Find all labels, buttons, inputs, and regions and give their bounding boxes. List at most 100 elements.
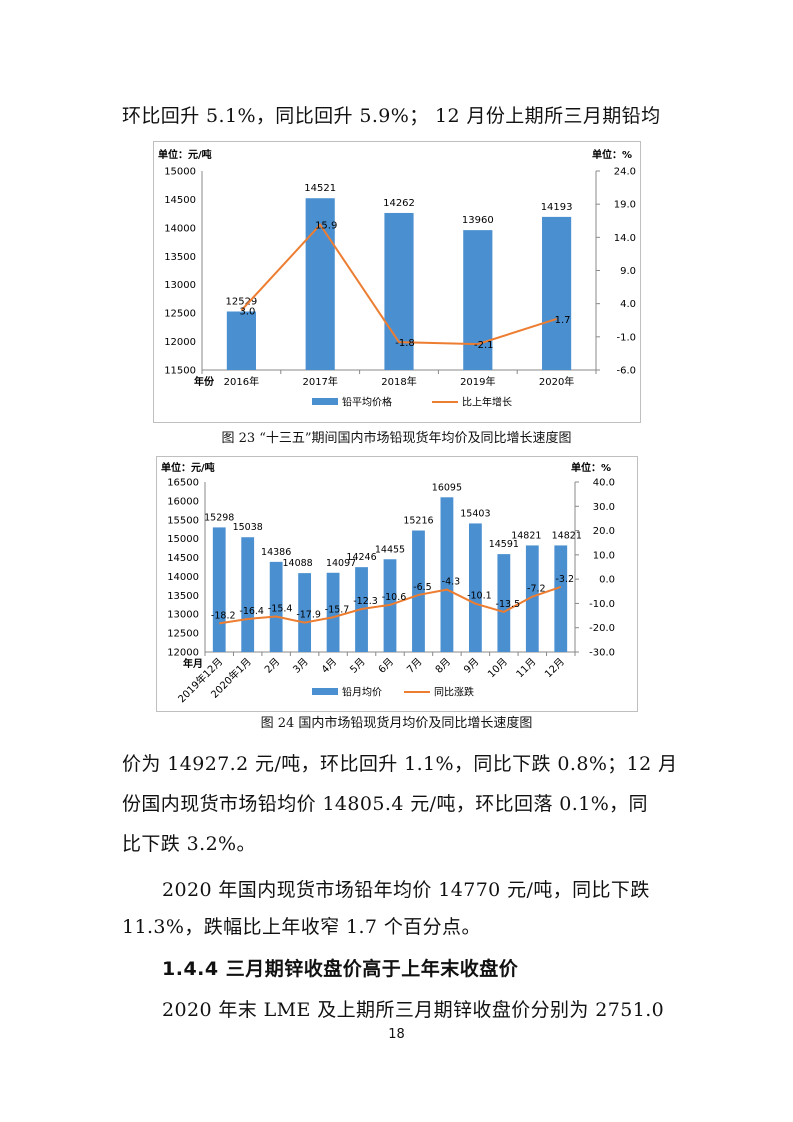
right-tick-label: 10.0 [593,550,615,561]
x-tick-label: 12月 [542,656,567,681]
bar [440,497,454,652]
x-tick-label: 2017年 [302,375,337,388]
line-value-label: -2.1 [474,340,494,351]
chart-figure-23: 单位：元/吨 单位：% 15000 14500 14000 13500 13000 12500… [153,141,641,423]
x-tick-label: 2019年 [460,375,495,388]
x-tick-label: 11月 [514,656,539,681]
chart-figure-24: 单位：元/吨 单位：% 16500 16000 15500 15000 14500 14000… [156,456,638,712]
right-tick-label: 0.0 [599,575,615,586]
bar [226,311,256,370]
bar-value-label: 13960 [462,215,494,226]
body-text-line: 价为 14927.2 元/吨，环比回升 1.1%，同比下跌 0.8%；12 月 [122,753,678,775]
page-number: 18 [388,1027,405,1042]
line-value-label: -15.7 [325,604,350,615]
right-tick-label: 19.0 [614,200,636,211]
legend-bar-label: 铅平均价格 [342,396,392,409]
bar-value-label: 14097 [326,558,356,569]
x-tick-label: 7月 [405,656,425,676]
right-tick-label: 40.0 [593,478,615,489]
legend-bar-swatch [312,398,338,405]
bar-value-label: 14262 [383,198,415,209]
x-tick-label: 2月 [262,656,282,676]
bar-value-label: 15038 [233,522,263,533]
body-text-line: 环比回升 5.1%，同比回升 5.9%； 12 月份上期所三月期铅均 [122,105,661,127]
growth-line [240,223,557,346]
right-tick-label: 30.0 [593,502,615,513]
chart-24-svg: 单位：元/吨 单位：% 16500 16000 15500 15000 14500 14000… [161,461,615,705]
figure-caption-24: 图 24 国内市场铅现货月均价及同比增长速度图 [260,716,533,731]
left-tick-label: 16500 [167,478,199,489]
x-tick-label: 2020年 [539,375,574,388]
body-text-line: 比下跌 3.2%。 [122,833,256,855]
right-tick-label: -10.0 [589,599,615,610]
left-tick-label: 16000 [167,496,199,507]
bar [497,554,511,652]
bar [468,523,482,652]
x-axis-title: 年份 [194,375,215,388]
left-tick-label: 15000 [167,534,199,545]
bar [384,212,414,370]
right-tick-label: 4.0 [620,299,636,310]
line-value-label: -1.8 [395,338,415,349]
left-tick-label: 11500 [164,366,196,377]
bar-value-label: 15216 [403,516,433,527]
x-tick-label: 9月 [461,656,481,676]
right-tick-label: -30.0 [589,648,615,659]
bar-value-label: 14821 [511,530,541,541]
bar-value-label: 15403 [460,508,490,519]
left-tick-label: 13500 [167,591,199,602]
left-unit-label: 单位：元/吨 [161,461,215,474]
bar [554,545,568,652]
line-value-label: 1.7 [555,315,571,326]
bar-value-label: 14193 [541,202,573,213]
bar-value-label: 15298 [204,512,234,523]
left-tick-label: 14500 [167,553,199,564]
legend-bar-swatch [312,688,338,695]
line-value-label: -12.3 [353,596,378,607]
bar-value-label: 14246 [346,552,376,563]
growth-line [219,585,562,625]
left-tick-label: 12000 [167,648,199,659]
line-value-label: -4.3 [442,577,461,588]
right-tick-label: 9.0 [620,266,636,277]
line-value-label: -7.2 [527,584,546,595]
right-tick-label: -20.0 [589,623,615,634]
x-tick-label: 5月 [348,656,368,676]
left-unit-label: 单位：元/吨 [158,148,212,161]
legend-line-label: 比上年增长 [462,396,512,409]
left-tick-label: 15500 [167,515,199,526]
x-tick-label: 10月 [485,656,510,681]
bar [212,527,226,652]
line-value-label: 3.0 [239,306,255,317]
bar [542,216,572,370]
bar [241,537,255,652]
line-value-label: -17.9 [296,610,321,621]
line-value-label: -16.4 [239,606,264,617]
body-text-line: 份国内现货市场铅均价 14805.4 元/吨，环比回落 0.1%，同 [122,793,648,815]
bar-value-label: 14821 [552,530,582,541]
line-value-label: -18.2 [211,610,236,621]
chart-23-svg: 单位：元/吨 单位：% 15000 14500 14000 13500 13000 12500… [158,148,636,409]
bar-value-label: 16095 [432,482,462,493]
bar-value-label: 14386 [261,547,291,558]
right-tick-label: 20.0 [593,526,615,537]
bar [305,198,335,370]
line-value-label: -3.2 [555,574,574,585]
legend-line-label: 同比涨跌 [434,686,474,699]
line-value-label: 15.9 [315,221,337,232]
x-tick-label: 4月 [319,656,339,676]
bar [269,561,283,652]
line-value-label: -13.5 [496,599,521,610]
left-tick-label: 14000 [164,223,196,234]
x-tick-label: 2018年 [381,375,416,388]
bar [412,530,425,652]
right-unit-label: 单位：% [592,148,632,161]
line-value-label: -10.1 [467,591,492,602]
left-tick-label: 13000 [167,610,199,621]
left-tick-label: 13000 [164,280,196,291]
x-tick-label: 2016年 [224,375,259,388]
x-tick-label: 3月 [291,656,311,676]
left-tick-label: 12000 [164,337,196,348]
right-tick-label: -1.0 [616,332,636,343]
x-tick-label: 8月 [433,656,453,676]
